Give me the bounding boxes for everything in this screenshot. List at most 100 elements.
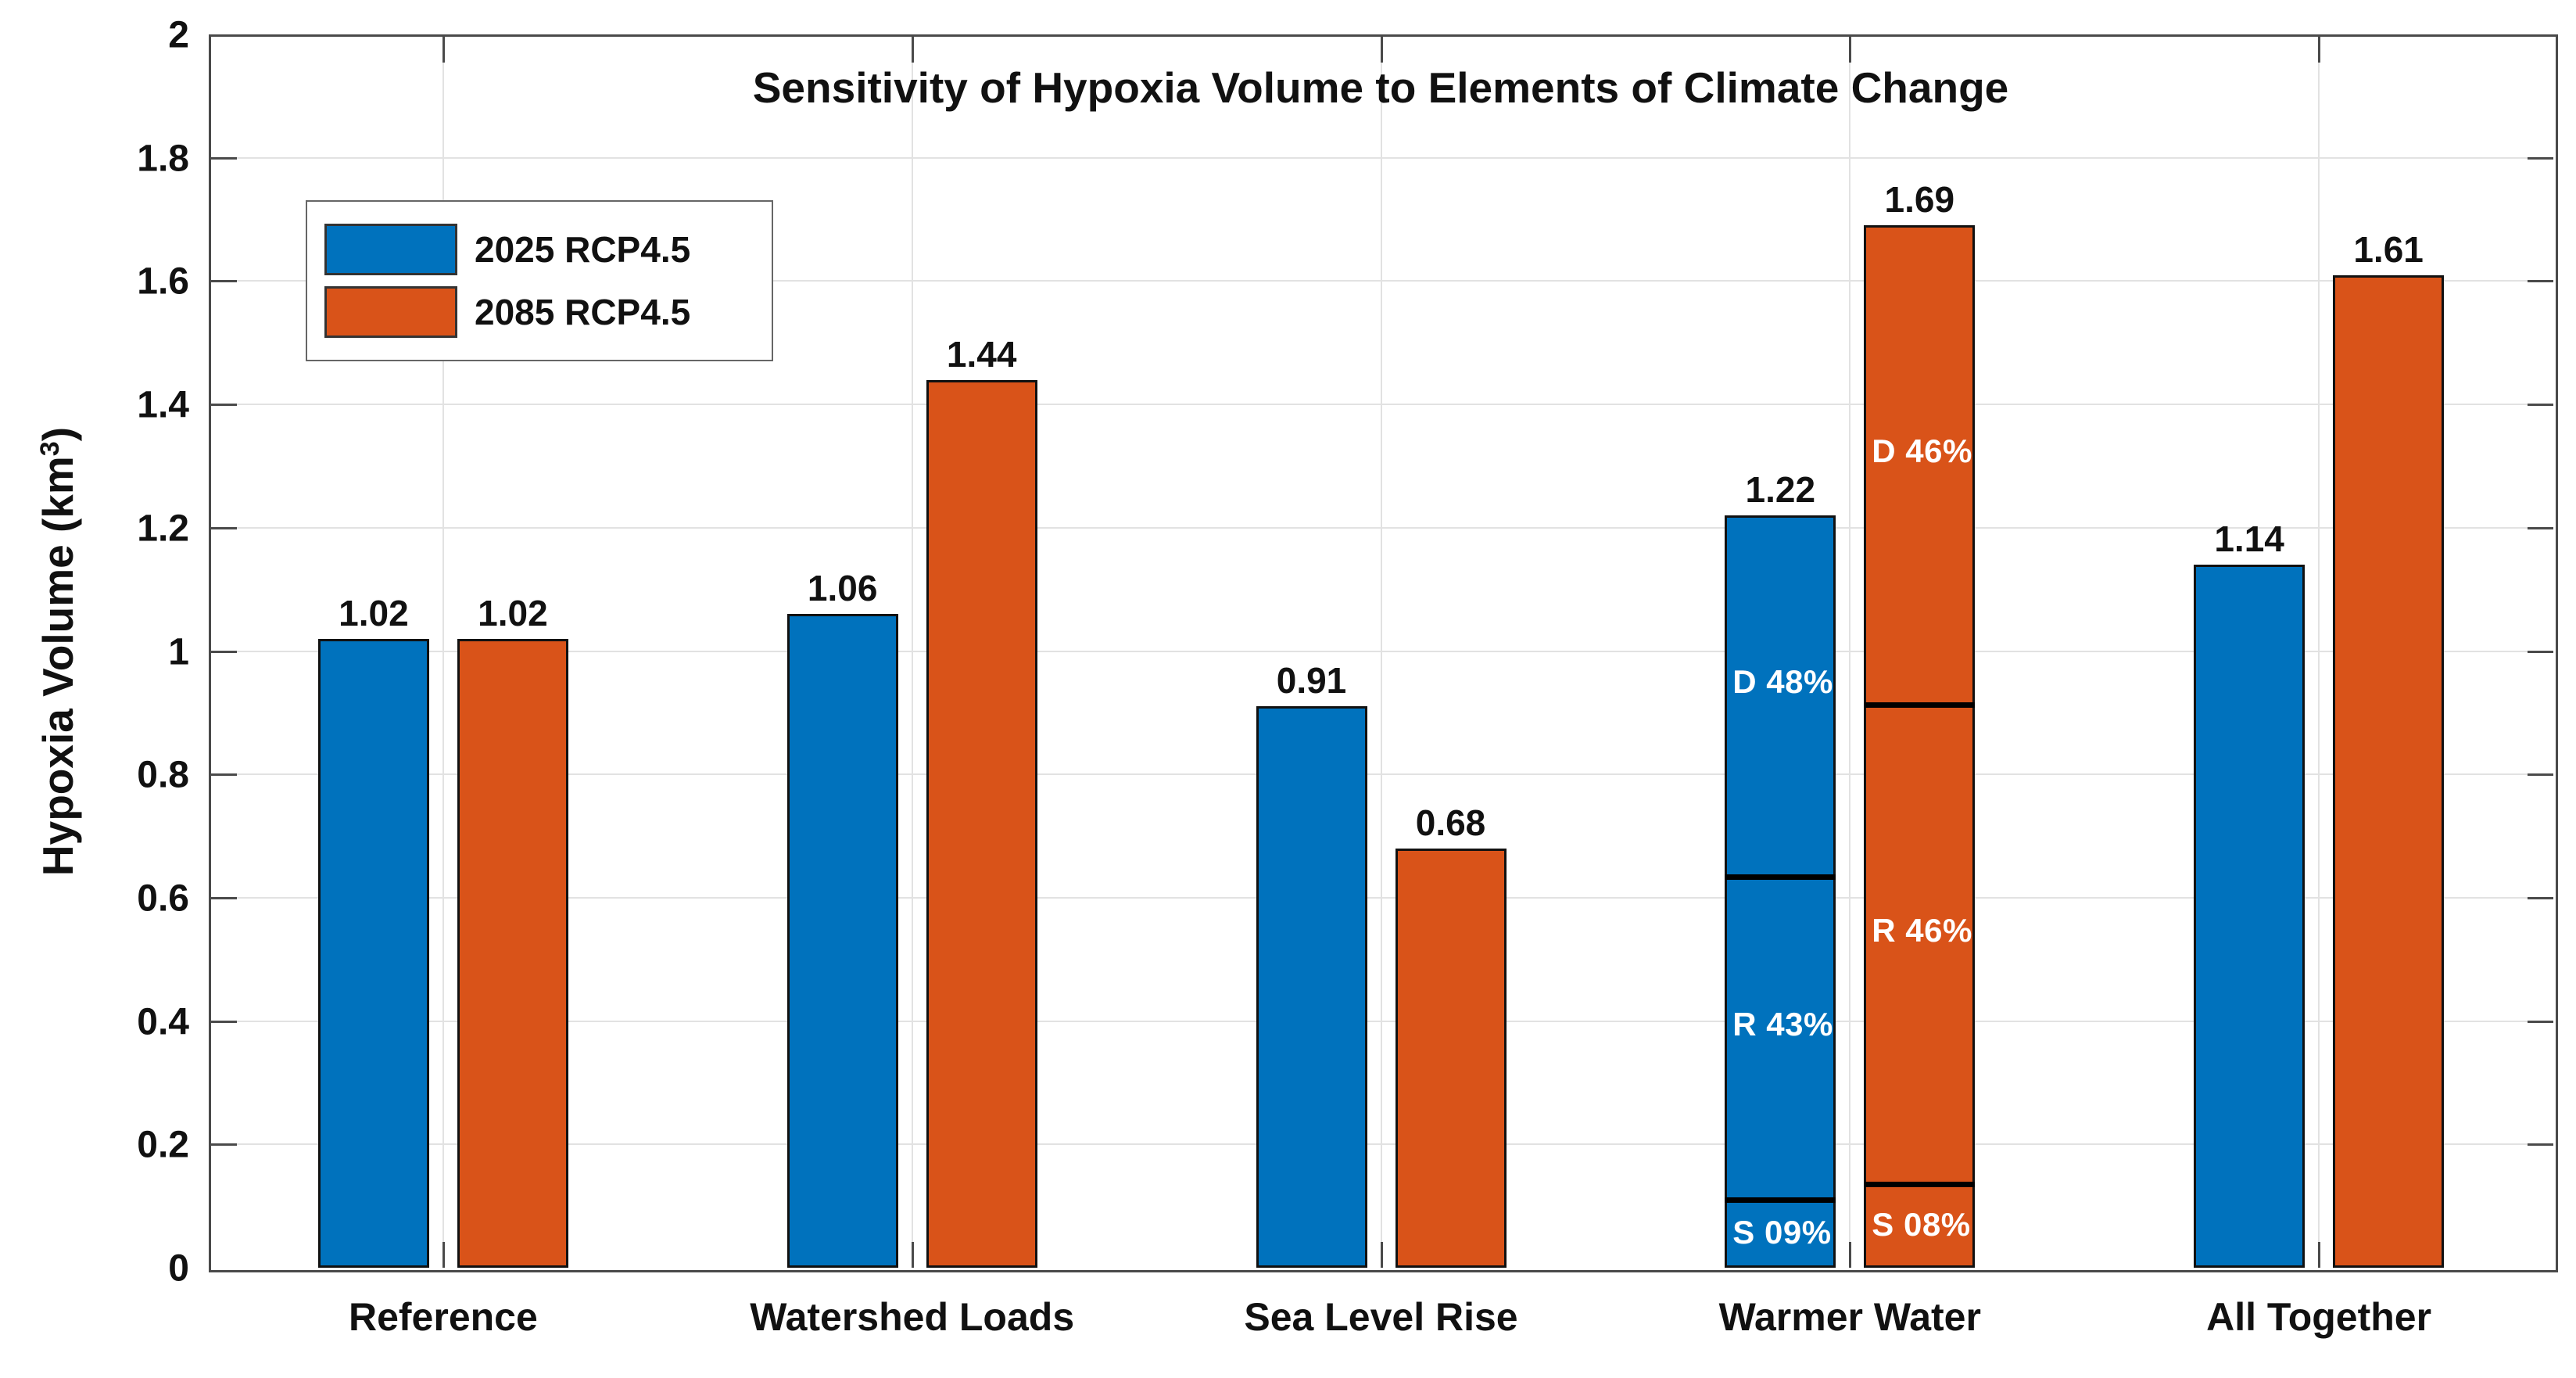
y-tick-left [211, 1143, 237, 1147]
grid-line-h [211, 1143, 2553, 1146]
y-tick-left [211, 280, 237, 283]
bar-value-label: 1.44 [946, 333, 1017, 375]
y-tick-left [211, 404, 237, 407]
grid-line-v [911, 37, 913, 1268]
bar-segment-label: D 48% [1732, 662, 1833, 700]
x-tick-label: Watershed Loads [750, 1295, 1075, 1339]
bar-value-label: 1.14 [2214, 519, 2284, 560]
bar-segment-divider [1725, 874, 1836, 880]
grid-line-h [211, 650, 2553, 652]
y-tick-right [2528, 650, 2553, 653]
bar-value-label: 0.68 [1415, 802, 1486, 843]
bar-segment-divider [1864, 1182, 1976, 1188]
y-tick-left [211, 1020, 237, 1023]
bar-value-label: 0.91 [1276, 660, 1347, 702]
y-tick-label: 1 [168, 631, 189, 673]
bar [457, 638, 568, 1268]
y-tick-label: 1.6 [137, 260, 189, 303]
x-tick-label: Warmer Water [1718, 1295, 1981, 1339]
x-tick-bottom [442, 1242, 445, 1268]
y-tick-right [2528, 156, 2553, 160]
grid-line-h [211, 156, 2553, 159]
bar [926, 379, 1037, 1268]
bar-segment-label: R 43% [1732, 1005, 1833, 1042]
bar-value-label: 1.22 [1745, 469, 1816, 511]
x-tick-top [442, 37, 445, 63]
bar-segment-label: R 46% [1872, 911, 1972, 949]
bar [2333, 275, 2445, 1268]
y-tick-left [211, 773, 237, 777]
legend-item-2085: 2085 RCP4.5 [324, 286, 772, 338]
y-tick-right [2528, 526, 2553, 529]
y-tick-label: 1.2 [137, 508, 189, 550]
grid-line-v [2318, 37, 2320, 1268]
x-tick-top [911, 37, 914, 63]
legend-swatch-2025 [324, 224, 457, 275]
x-tick-bottom [911, 1242, 914, 1268]
chart-title: Sensitivity of Hypoxia Volume to Element… [752, 63, 2009, 112]
y-tick-label: 0.4 [137, 1001, 189, 1043]
x-tick-top [2318, 37, 2321, 63]
y-tick-right [2528, 896, 2553, 899]
grid-line-h [211, 526, 2553, 529]
x-tick-label: Sea Level Rise [1244, 1295, 1518, 1339]
legend-item-2025: 2025 RCP4.5 [324, 224, 772, 275]
y-tick-left [211, 156, 237, 160]
y-tick-left [211, 896, 237, 899]
y-tick-right [2528, 1143, 2553, 1147]
bar-segment-divider [1725, 1197, 1836, 1204]
y-tick-right [2528, 280, 2553, 283]
bar-value-label: 1.61 [2353, 228, 2424, 270]
grid-line-h [211, 773, 2553, 776]
legend-label-2025: 2025 RCP4.5 [475, 229, 691, 270]
y-tick-right [2528, 404, 2553, 407]
bar-segment-label: D 46% [1872, 432, 1972, 469]
plot-area-border [209, 34, 2558, 1272]
y-tick-label: 1.4 [137, 384, 189, 426]
grid-line-h [211, 280, 2553, 282]
x-tick-bottom [1380, 1242, 1383, 1268]
bar-value-label: 1.69 [1884, 179, 1955, 221]
bar [1256, 706, 1367, 1268]
grid-line-h [211, 1020, 2553, 1022]
y-tick-label: 0.6 [137, 877, 189, 920]
legend: 2025 RCP4.5 2085 RCP4.5 [306, 200, 773, 361]
y-tick-label: 1.8 [137, 138, 189, 180]
bar [317, 638, 429, 1268]
bar [1725, 515, 1836, 1268]
grid-line-v [1380, 37, 1382, 1268]
y-tick-left [211, 526, 237, 529]
bar-segment-label: S 08% [1872, 1205, 1971, 1243]
bar-value-label: 1.06 [807, 568, 878, 609]
bar [1864, 225, 1976, 1268]
legend-swatch-2085 [324, 286, 457, 338]
y-tick-left [211, 650, 237, 653]
grid-line-h [211, 896, 2553, 899]
y-tick-right [2528, 1020, 2553, 1023]
grid-line-v [1849, 37, 1851, 1268]
legend-label-2085: 2085 RCP4.5 [475, 292, 691, 332]
bar-segment-divider [1864, 702, 1976, 709]
x-tick-top [1849, 37, 1852, 63]
bar [786, 614, 898, 1268]
grid-line-v [442, 37, 444, 1268]
x-tick-top [1380, 37, 1383, 63]
bar-segment-label: S 09% [1732, 1213, 1832, 1251]
y-tick-label: 0.2 [137, 1124, 189, 1166]
bar [1395, 848, 1507, 1268]
y-tick-label: 0.8 [137, 754, 189, 796]
x-tick-label: All Together [2206, 1295, 2432, 1339]
y-tick-label: 0 [168, 1247, 189, 1290]
x-tick-label: Reference [348, 1295, 538, 1339]
x-tick-bottom [2318, 1242, 2321, 1268]
x-tick-bottom [1849, 1242, 1852, 1268]
y-tick-right [2528, 773, 2553, 777]
bar-value-label: 1.02 [339, 592, 409, 633]
bar [2194, 565, 2306, 1268]
bar-value-label: 1.02 [478, 592, 548, 633]
